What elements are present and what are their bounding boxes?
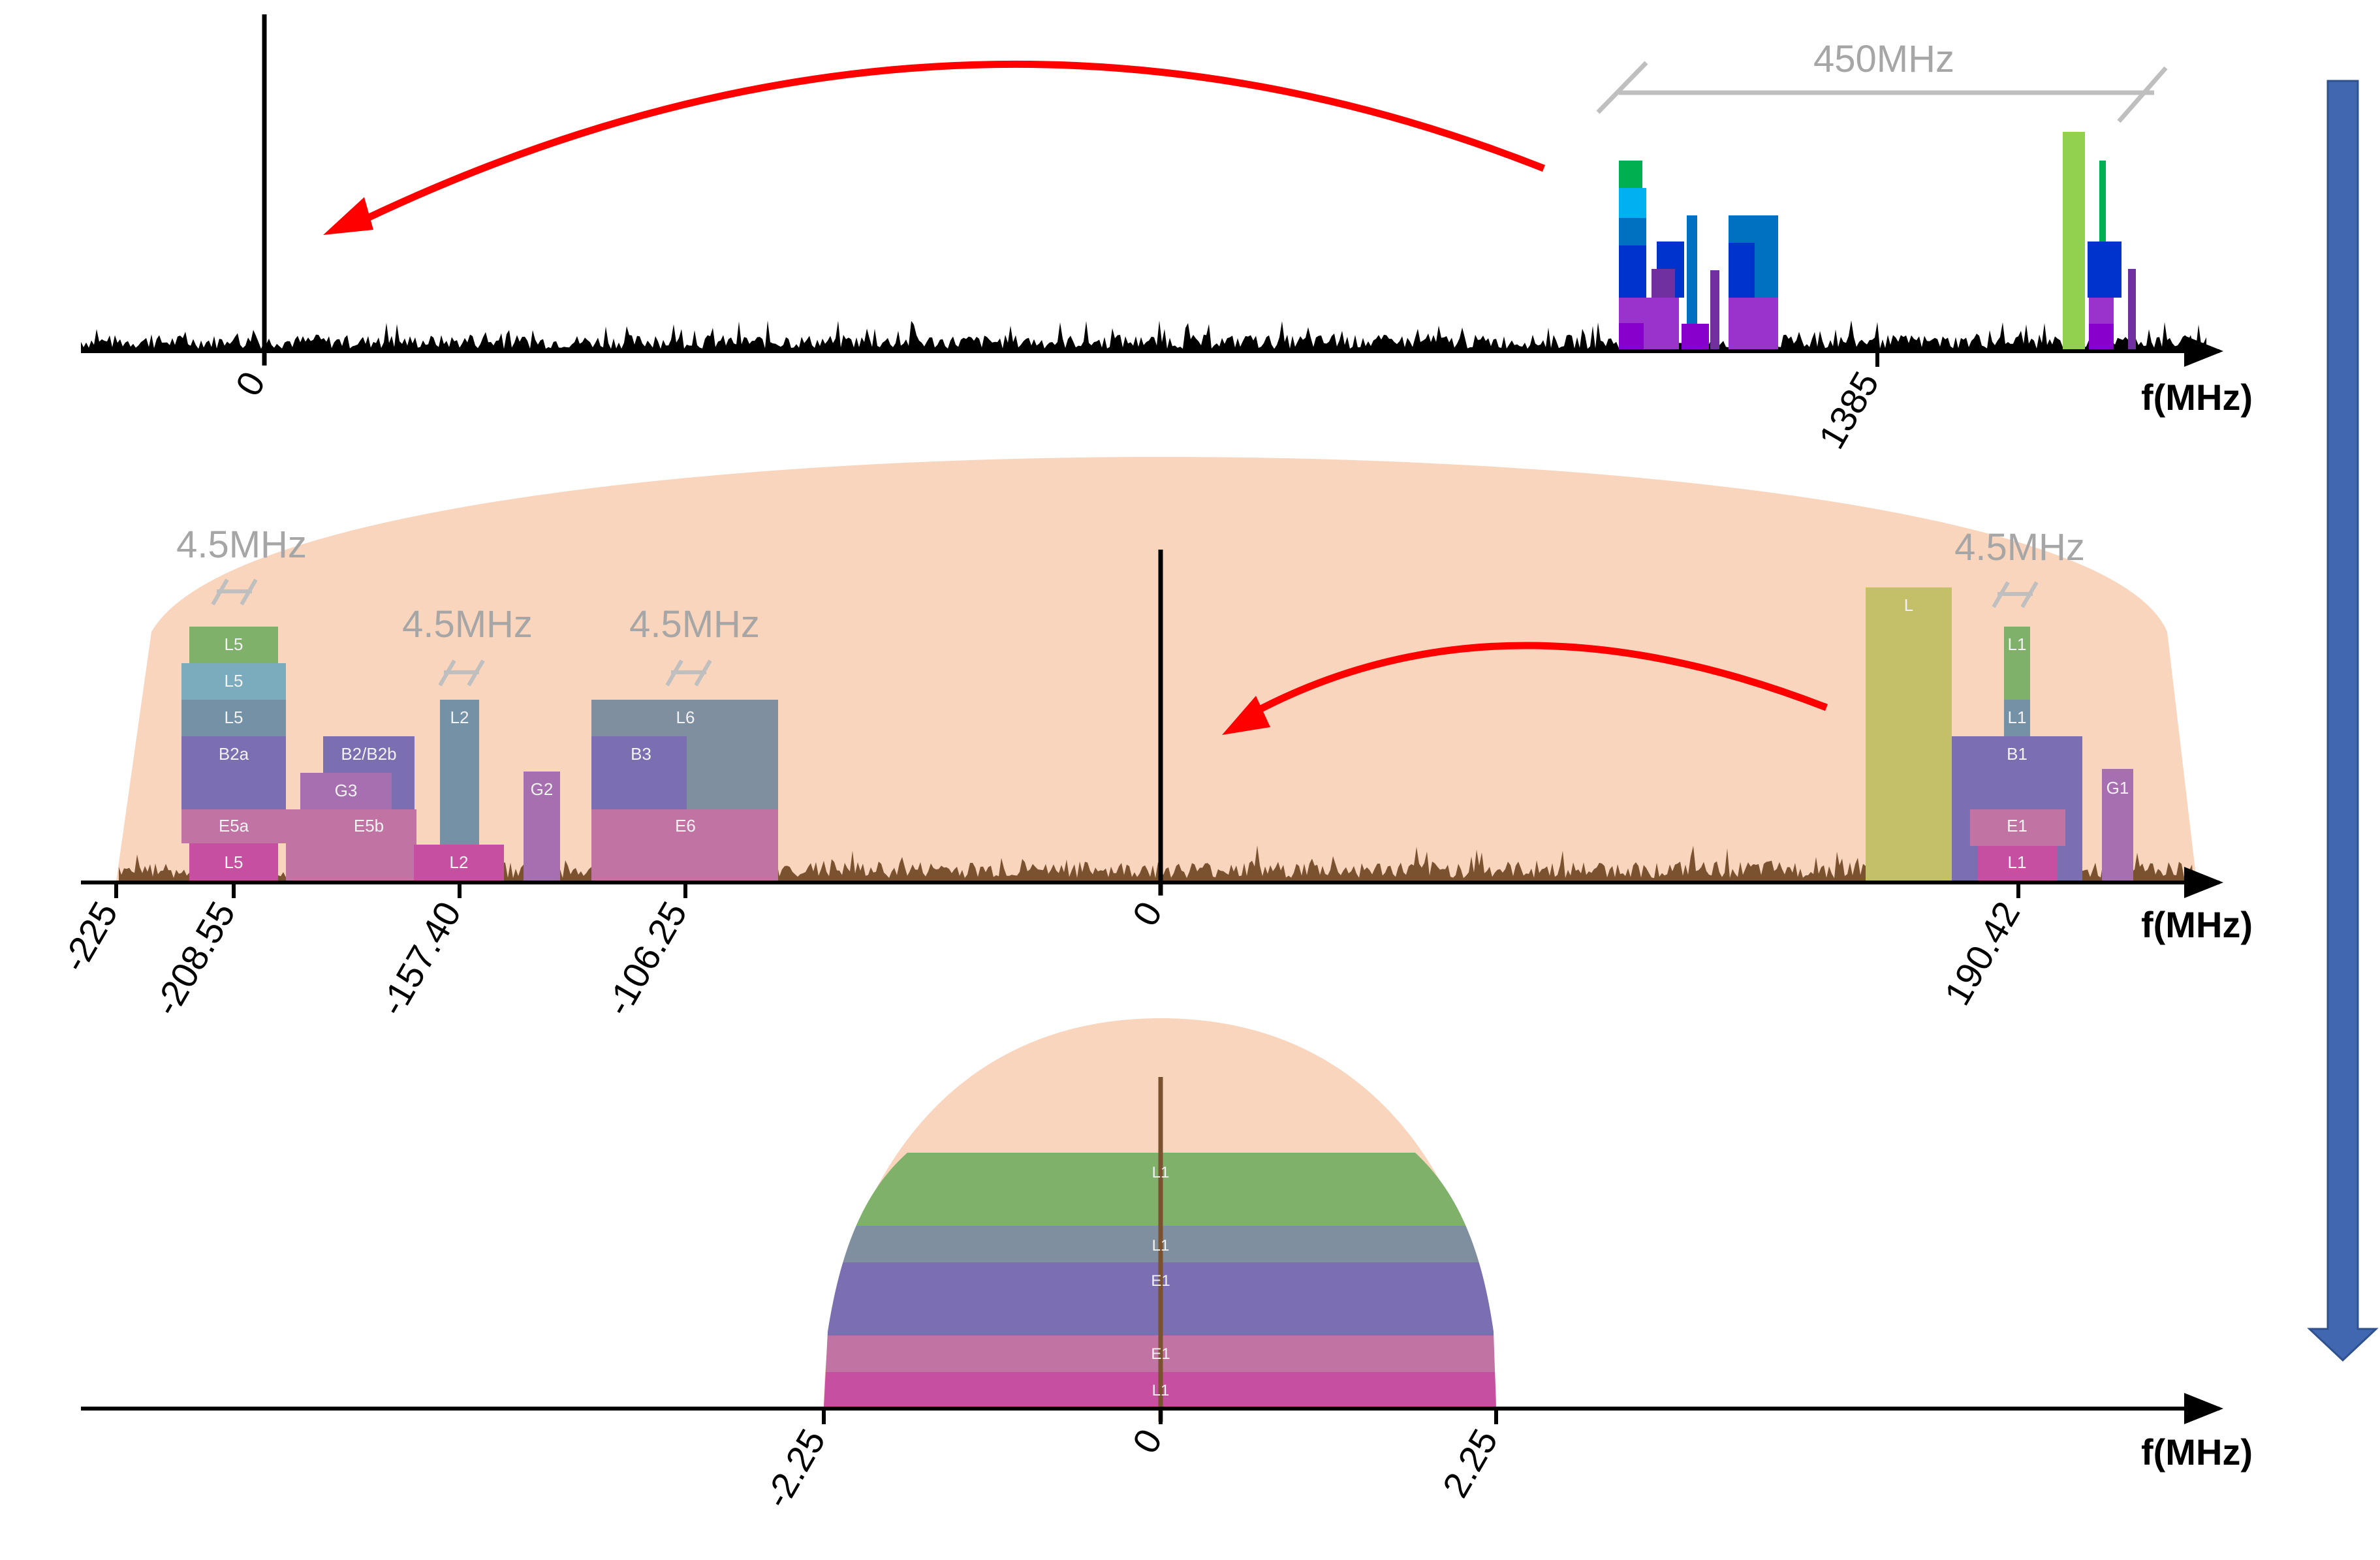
bb-band-label-2: L1 [1152,1237,1170,1255]
if-tick-label-190: 190.42 [1936,895,2028,1012]
if-tick-label-m106: -106.25 [597,895,695,1023]
rf-tick-label-1385: 1385 [1811,365,1887,456]
if-l1-label-3: L1 [2008,852,2027,872]
if-bw-label-4: 4.5MHz [1954,526,2085,569]
if-axis-unit: f(MHz) [2141,904,2253,945]
bb-band-label-1: L1 [1152,1164,1170,1181]
bb-panel: L1 L1 E1 E1 L1 -2.25 0 2.25 f(MHz) [81,1018,2253,1515]
rf-signal-cluster-left [1619,161,1778,351]
if-group-l6: L6 B3 E6 [591,700,778,881]
if-l5-label-2: L5 [225,671,243,691]
if-l2-label-2: L2 [450,852,469,872]
bb-axis-unit: f(MHz) [2141,1431,2253,1473]
if-tick-label-m225: -225 [54,895,126,979]
if-b1-label: B1 [2007,744,2028,764]
if-ticks [114,882,2020,898]
if-l2-label-1: L2 [450,708,469,727]
if-tick-label-m157: -157.40 [371,895,469,1023]
bb-band-label-5: L1 [1152,1382,1170,1399]
bb-band-label-3: E1 [1151,1272,1170,1290]
if-tick-label-0: 0 [1124,895,1170,933]
bb-tick-label-m225: -2.25 [756,1422,833,1515]
if-l1-label-2: L1 [2008,708,2027,727]
if-g3-label: G3 [335,781,358,800]
if-group-g2: G2 [524,772,560,881]
if-e6-label: E6 [675,816,696,835]
if-group-g1: G1 [2102,769,2133,881]
rf-bandwidth-marker [1596,61,2168,123]
if-e5a-label: E5a [219,816,249,835]
if-bw-label-3: 4.5MHz [629,603,760,646]
if-l-label: L [1904,595,1913,615]
if-group-l: L [1866,587,1952,881]
bb-band-label-4: E1 [1151,1345,1170,1363]
if-bw-markers [211,578,2039,687]
if-panel: L5 L5 L5 B2a E5a L5 B2/B2b G3 E5b L2 L2 … [54,457,2253,1022]
if-l1-label-1: L1 [2008,634,2027,654]
if-l5-label-1: L5 [225,634,243,654]
if-b3-label: B3 [631,744,651,764]
if-to-bb-arrow [1251,642,1828,716]
rf-axis-unit: f(MHz) [2141,377,2253,418]
rf-tick-label-0: 0 [227,365,273,403]
rf-to-if-arrowhead [323,197,373,235]
if-g2-label: G2 [531,779,554,799]
if-b2a-label: B2a [219,744,249,764]
if-l5-label-4: L5 [225,852,243,872]
rf-signal-cluster-right [2063,132,2136,351]
bb-tick-label-225: 2.25 [1434,1422,1505,1505]
rf-noise-floor [81,320,2206,352]
if-group-l1: L1 L1 B1 E1 L1 [1952,627,2082,881]
if-l5-label-3: L5 [225,708,243,727]
rf-to-if-arrow [351,60,1546,228]
bb-ticks [822,1409,1498,1424]
if-group-l5: L5 L5 L5 B2a E5a L5 [181,627,286,881]
if-e5b-label: E5b [354,816,384,835]
if-bw-label-2: 4.5MHz [402,603,533,646]
if-tick-label-m208: -208.55 [146,895,243,1023]
if-group-l2: L2 L2 [414,700,504,881]
if-bw-label-1: 4.5MHz [176,523,307,566]
if-to-bb-arrowhead [1222,696,1270,735]
if-e1-label: E1 [2007,816,2028,835]
rf-panel: 0 1385 f(MHz) 450MHz [81,14,2253,456]
if-group-b2: B2/B2b G3 E5b [286,736,416,881]
if-g1-label: G1 [2106,778,2129,798]
if-b2b-label: B2/B2b [341,744,396,764]
if-l6-label: L6 [676,708,695,727]
down-arrow [2307,80,2379,1362]
rf-bandwidth-label: 450MHz [1813,38,1954,80]
bb-tick-label-0: 0 [1124,1422,1170,1460]
